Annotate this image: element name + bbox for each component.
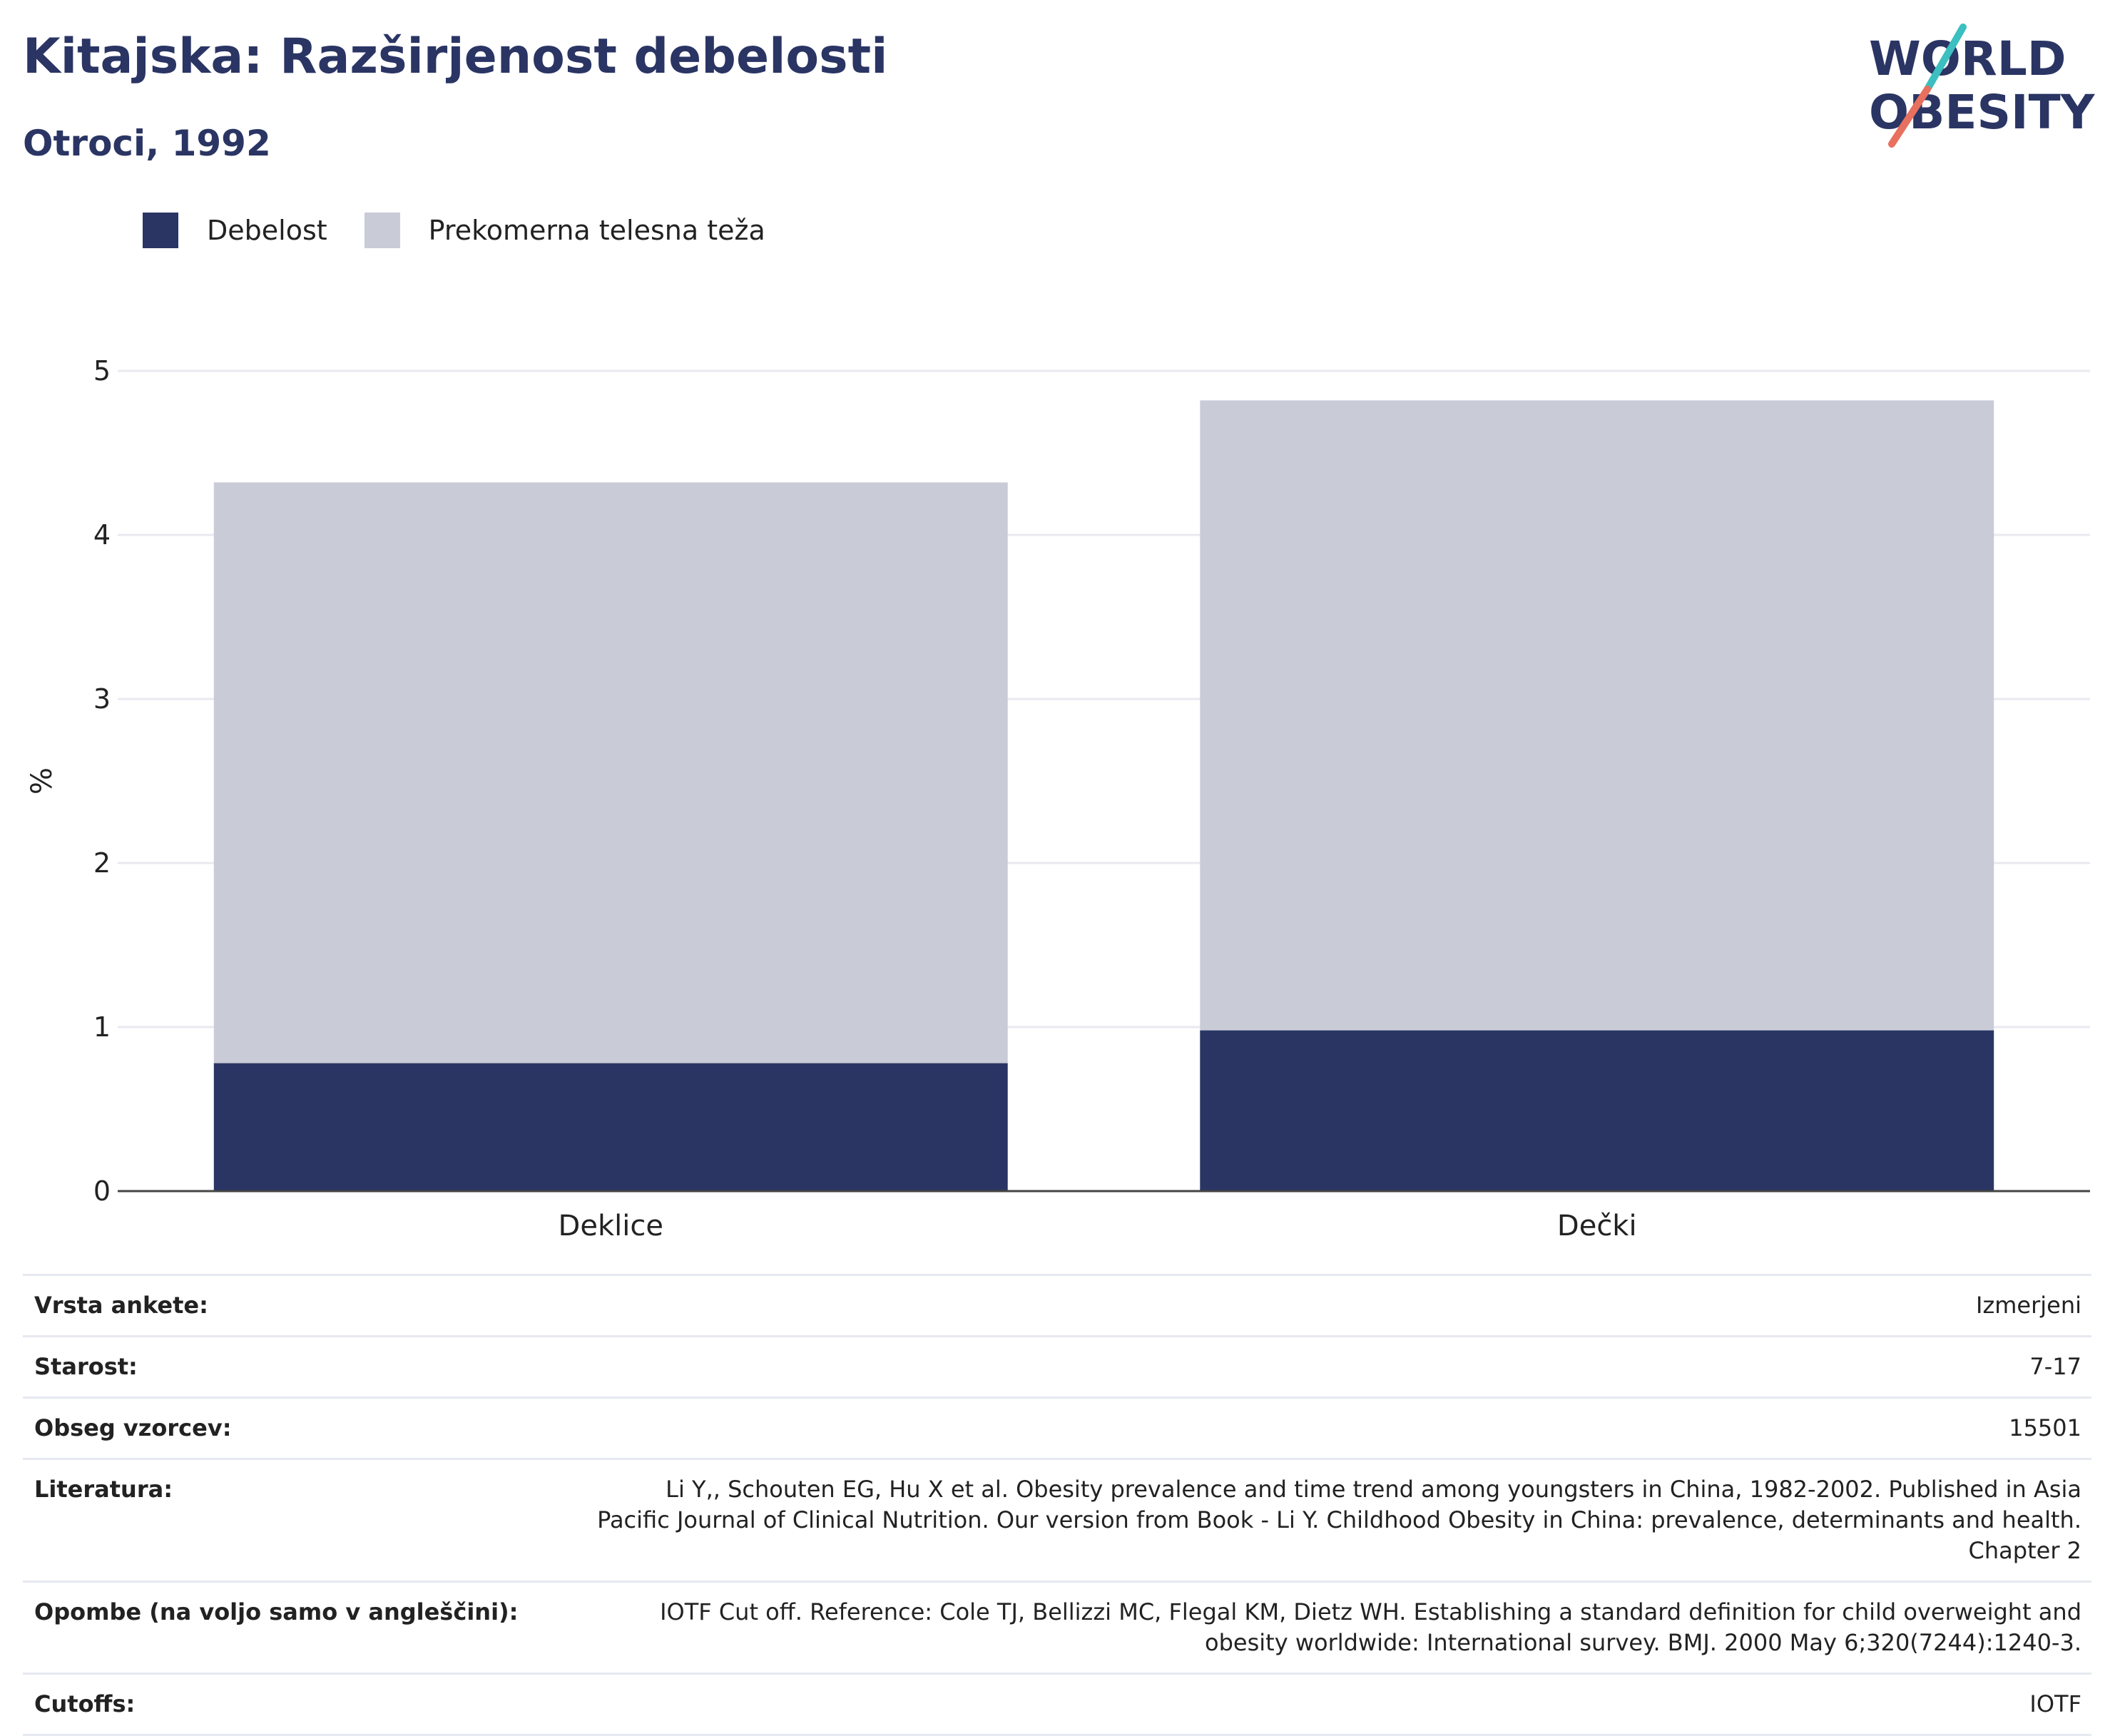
legend-swatch-overweight (364, 213, 400, 248)
logo-line1: WORLD (1869, 31, 2066, 86)
info-row: Obseg vzorcev: 15501 (23, 1397, 2091, 1460)
bar-obesity (213, 1063, 1008, 1191)
info-row: Opombe (na voljo samo v angleščini): IOTF… (23, 1581, 2091, 1675)
y-tick-label: 4 (93, 519, 111, 551)
info-label: Cutoffs: (23, 1673, 579, 1736)
survey-info-table: Vrsta ankete: Izmerjeni Starost: 7-17 Obseg … (23, 1274, 2091, 1736)
chart-legend: Debelost Prekomerna telesna teža (143, 213, 802, 248)
y-tick-label: 2 (93, 847, 111, 879)
x-tick-label: Deklice (559, 1210, 663, 1241)
info-row: Cutoffs: IOTF (23, 1673, 2091, 1736)
info-label: Vrsta ankete: (23, 1274, 579, 1337)
legend-item-overweight[interactable]: Prekomerna telesna teža (364, 213, 765, 248)
bar-overweight (213, 482, 1008, 1063)
info-value: 15501 (579, 1397, 2091, 1460)
info-value: 7-17 (579, 1335, 2091, 1399)
info-value: Li Y,, Schouten EG, Hu X et al. Obesity … (579, 1458, 2091, 1583)
info-row: Literatura: Li Y,, Schouten EG, Hu X et a… (23, 1458, 2091, 1583)
info-label: Obseg vzorcev: (23, 1397, 579, 1460)
info-label: Opombe (na voljo samo v angleščini): (23, 1581, 579, 1675)
info-row: Starost: 7-17 (23, 1335, 2091, 1399)
x-tick-label: Dečki (1557, 1210, 1637, 1241)
bar-obesity (1200, 1030, 1994, 1191)
y-axis-title: % (26, 767, 58, 795)
bar-overweight (1200, 400, 1994, 1031)
legend-swatch-obesity (143, 213, 178, 248)
logo-slash-bottom (1888, 86, 1931, 148)
y-tick-label: 1 (93, 1011, 111, 1043)
info-row: Vrsta ankete: Izmerjeni (23, 1274, 2091, 1337)
world-obesity-logo: WORLD OBESITY (1869, 24, 2096, 148)
legend-item-obesity[interactable]: Debelost (143, 213, 327, 248)
y-tick-label: 5 (93, 355, 111, 387)
info-value: IOTF (579, 1673, 2091, 1736)
y-tick-label: 0 (93, 1175, 111, 1207)
legend-label-obesity: Debelost (207, 215, 327, 246)
info-label: Literatura: (23, 1458, 579, 1583)
chart-title: Kitajska: Razširjenost debelosti (23, 29, 888, 85)
bar-chart: 0 1 2 3 4 5% Deklice Dečki (26, 355, 2090, 1241)
info-value: IOTF Cut off. Reference: Cole TJ, Belliz… (579, 1581, 2091, 1675)
logo-line2: OBESITY (1869, 85, 2096, 140)
info-label: Starost: (23, 1335, 579, 1399)
y-tick-label: 3 (93, 683, 111, 715)
legend-label-overweight: Prekomerna telesna teža (428, 215, 765, 246)
logo-slash-top (1924, 24, 1967, 93)
info-value: Izmerjeni (579, 1274, 2091, 1337)
chart-subtitle: Otroci, 1992 (23, 123, 271, 164)
